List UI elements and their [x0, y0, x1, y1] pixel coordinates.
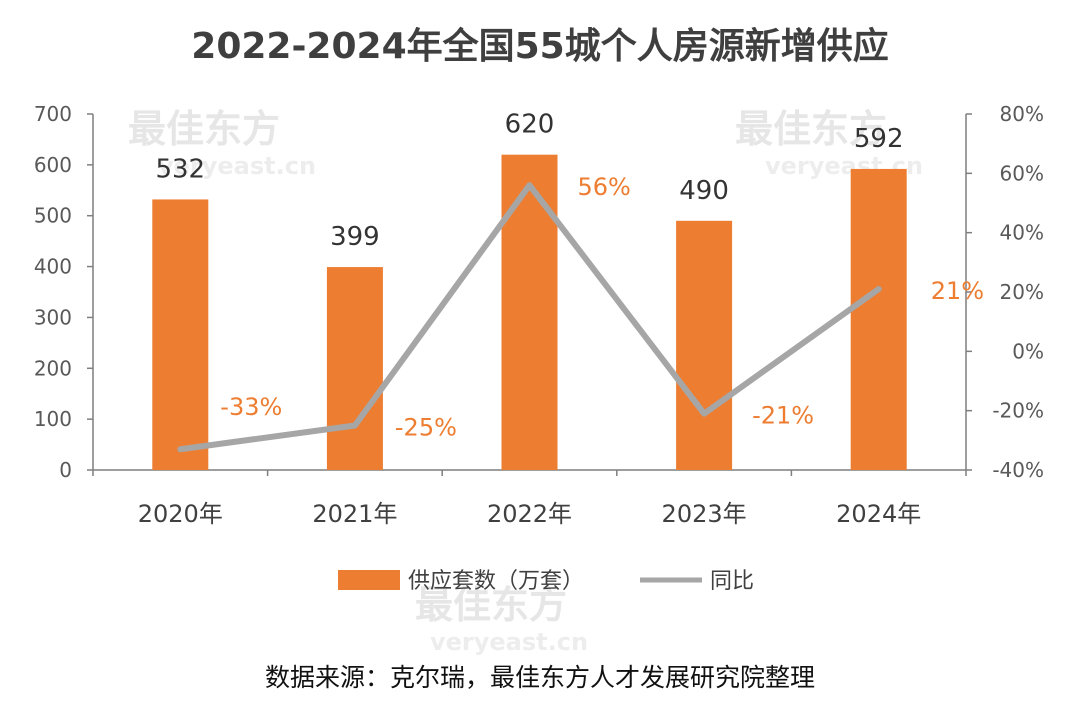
y-left-tick-label: 600: [34, 153, 72, 177]
y-left-tick-label: 200: [34, 356, 72, 380]
yoy-value-label: 21%: [931, 277, 984, 305]
bar: [501, 154, 558, 470]
x-category-label: 2022年: [487, 500, 572, 528]
bar-value-label: 532: [155, 154, 205, 184]
bar: [850, 168, 907, 470]
watermark-brand-text: 最佳东方: [415, 583, 567, 627]
y-right-tick-label: -40%: [992, 458, 1044, 482]
chart-title: 2022-2024年全国55城个人房源新增供应: [191, 25, 888, 67]
yoy-value-label: -33%: [220, 393, 282, 421]
y-right-tick-label: 0%: [1012, 339, 1044, 363]
bar-value-label: 620: [505, 110, 555, 140]
watermark-brand-text: 最佳东方: [735, 107, 887, 151]
y-left-tick-label: 400: [34, 255, 72, 279]
y-left-tick-label: 100: [34, 407, 72, 431]
legend: 供应套数（万套） 同比: [338, 569, 754, 594]
legend-bar-label: 供应套数（万套）: [408, 569, 584, 594]
legend-line-label: 同比: [710, 569, 754, 594]
yoy-value-label: -25%: [395, 414, 457, 442]
bar: [326, 267, 383, 470]
x-category-label: 2021年: [312, 500, 397, 528]
yoy-value-label: -21%: [752, 402, 814, 430]
watermark-brand-text: 最佳东方: [128, 107, 280, 151]
y-left-tick-label: 700: [34, 102, 72, 126]
y-right-tick-label: 60%: [1000, 161, 1044, 185]
source-note: 数据来源：克尔瑞，最佳东方人才发展研究院整理: [265, 663, 815, 692]
bar-value-label: 490: [679, 176, 729, 206]
x-category-label: 2023年: [662, 500, 747, 528]
yoy-value-label: 56%: [578, 173, 631, 201]
y-right-tick-label: 20%: [1000, 280, 1044, 304]
watermark-top-left: 最佳东方 veryeast.cn: [128, 107, 316, 180]
y-right-tick-label: -20%: [992, 399, 1044, 423]
data-labels: 532 399 620 490 592 -33% -25% 56% -21% 21%: [155, 110, 984, 442]
y-right-tick-label: 40%: [1000, 221, 1044, 245]
chart-axes: 0 100 200 300 400 500 600 700 -40% -20% 0% 20% 40% 60…: [34, 102, 1044, 528]
bar-value-label: 592: [854, 124, 904, 154]
watermark-domain-text: veryeast.cn: [430, 628, 588, 656]
bar-value-label: 399: [330, 222, 380, 252]
watermark-domain-text: veryeast.cn: [158, 152, 316, 180]
bar: [676, 220, 733, 470]
legend-bar-swatch: [338, 570, 400, 590]
y-left-tick-label: 300: [34, 305, 72, 329]
bar: [152, 199, 209, 470]
watermark-bottom: 最佳东方 veryeast.cn: [415, 583, 588, 656]
y-right-tick-label: 80%: [1000, 102, 1044, 126]
y-left-tick-label: 500: [34, 204, 72, 228]
x-category-label: 2024年: [836, 500, 921, 528]
y-left-tick-label: 0: [59, 458, 72, 482]
yoy-line-series: [177, 182, 882, 453]
x-category-label: 2020年: [138, 500, 223, 528]
